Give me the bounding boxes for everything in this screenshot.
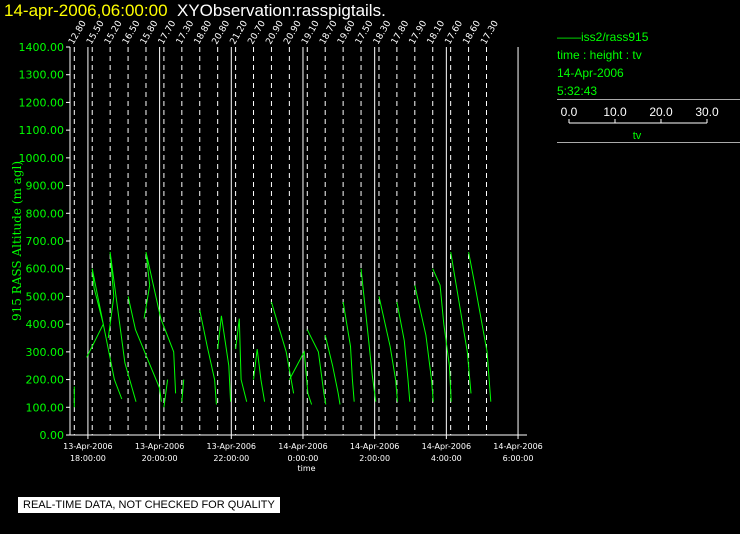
profile-trace: [86, 268, 123, 400]
x-tick-date: 13-Apr-2006: [135, 442, 184, 451]
profile-trace: [107, 252, 137, 402]
profile-trace: [235, 318, 248, 402]
profile-guides: [73, 47, 487, 435]
y-tick-label: 100.00: [26, 401, 65, 414]
y-axis-label: 915 RASS Altitude (m agl): [10, 161, 24, 321]
y-tick-label: 1200.00: [19, 96, 65, 109]
profile-trace: [217, 315, 232, 402]
y-tick-label: 300.00: [26, 346, 65, 359]
y-tick-label: 900.00: [26, 180, 65, 193]
quality-notice: REAL-TIME DATA, NOT CHECKED FOR QUALITY: [18, 497, 280, 513]
legend-divider-top: [557, 99, 740, 100]
y-tick-label: 0.00: [40, 429, 65, 442]
title-observation: XYObservation:rasspigtails.: [176, 1, 386, 20]
profile-trace: [143, 251, 177, 394]
legend-scale: 0.0 10.0 20.0 30.0 tv: [561, 105, 719, 142]
x-tick-date: 14-Apr-2006: [350, 442, 399, 451]
y-tick-label: 1400.00: [19, 41, 65, 54]
y-tick-label: 700.00: [26, 235, 65, 248]
profile-trace: [396, 301, 411, 402]
y-tick-label: 1100.00: [19, 124, 65, 137]
profile-trace: [181, 379, 185, 402]
x-tick-date: 13-Apr-2006: [63, 442, 112, 451]
x-tick-time: 2:00:00: [359, 454, 390, 463]
profile-trace: [288, 350, 313, 405]
profile-trace: [306, 329, 327, 405]
y-tick-label: 500.00: [26, 290, 65, 303]
legend-divider-bottom: [557, 142, 740, 143]
profile-trace: [450, 252, 472, 394]
x-tick-date: 14-Apr-2006: [422, 442, 471, 451]
profile-trace: [342, 301, 355, 402]
x-tick-time: 22:00:00: [213, 454, 249, 463]
x-tick-time: 6:00:00: [503, 454, 534, 463]
y-tick-label: 800.00: [26, 207, 65, 220]
x-axis-label: time: [297, 464, 315, 473]
profile-trace: [414, 285, 434, 402]
profile-trace: [324, 335, 341, 405]
x-tick-date: 14-Apr-2006: [278, 442, 327, 451]
legend-scale-tick-label: 0.0: [561, 105, 578, 119]
legend-series-row: ——iss2/rass915: [557, 28, 740, 46]
profile-label: 17.30: [479, 19, 501, 47]
profile-traces: [73, 251, 492, 408]
profile-trace: [253, 349, 266, 402]
profile-trace: [127, 296, 162, 402]
legend-scale-tick-label: 20.0: [649, 105, 673, 119]
chart-title: 14-apr-2006,06:00:00 XYObservation:rassp…: [4, 1, 386, 21]
profile-trace: [163, 379, 169, 408]
legend-scale-label: tv: [633, 130, 642, 142]
legend: ——iss2/rass915 time : height : tv 14-Apr…: [557, 28, 740, 143]
x-tick-time: 0:00:00: [288, 454, 319, 463]
profile-trace: [378, 296, 398, 402]
tick-labels: 0.00 100.00 200.00 300.00 400.00 500.00 600.00…: [10, 19, 543, 473]
x-tick-time: 18:00:00: [70, 454, 106, 463]
profile-trace: [468, 252, 492, 402]
x-tick-date: 14-Apr-2006: [493, 442, 542, 451]
y-tick-label: 400.00: [26, 318, 65, 331]
legend-axes: time : height : tv: [557, 48, 642, 62]
y-tick-label: 200.00: [26, 374, 65, 387]
profile-trace: [270, 301, 295, 394]
title-date: 14-apr-2006,06:00:00: [4, 1, 168, 20]
y-tick-label: 1000.00: [19, 152, 65, 165]
profile-trace: [360, 268, 377, 402]
x-tick-date: 13-Apr-2006: [207, 442, 256, 451]
y-tick-label: 600.00: [26, 263, 65, 276]
y-tick-label: 1300.00: [19, 69, 65, 82]
plot-axes: [66, 46, 527, 439]
profile-trace: [199, 310, 217, 405]
x-tick-time: 20:00:00: [142, 454, 178, 463]
legend-scale-tick-label: 10.0: [603, 105, 627, 119]
profile-trace: [432, 268, 452, 402]
legend-line-swatch: ——: [557, 30, 581, 44]
legend-scale-tick-label: 30.0: [695, 105, 719, 119]
x-tick-time: 4:00:00: [431, 454, 462, 463]
legend-series: iss2/rass915: [581, 30, 649, 44]
legend-date: 14-Apr-2006: [557, 66, 624, 80]
legend-time: 5:32:43: [557, 84, 598, 98]
